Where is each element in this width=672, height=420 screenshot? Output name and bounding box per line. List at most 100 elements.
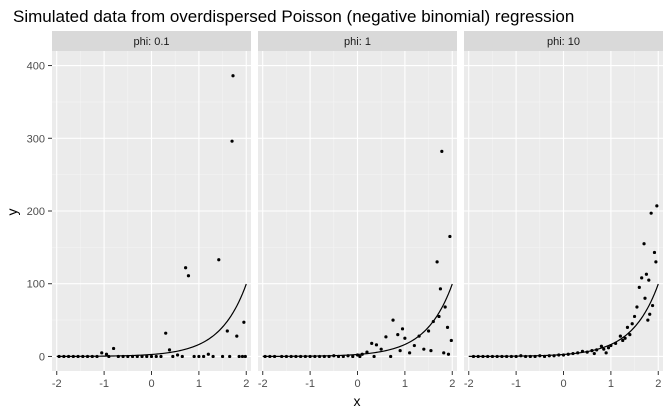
- x-tick-label: 1: [608, 378, 614, 390]
- data-point: [412, 343, 416, 348]
- data-point: [648, 312, 652, 316]
- data-point: [437, 314, 441, 319]
- data-point: [438, 287, 443, 291]
- data-point: [422, 347, 426, 351]
- data-point: [654, 260, 658, 264]
- data-point: [649, 211, 653, 215]
- facet-strip: [258, 31, 457, 51]
- data-point: [206, 352, 210, 356]
- data-point: [159, 354, 163, 359]
- data-point: [396, 333, 400, 337]
- data-point: [228, 354, 232, 359]
- facet-strip-label: phi: 0.1: [133, 36, 169, 48]
- data-point: [618, 334, 622, 338]
- data-point: [220, 354, 225, 359]
- data-point: [445, 325, 450, 329]
- data-point: [180, 354, 184, 359]
- data-point: [408, 351, 412, 355]
- x-tick-label: -2: [464, 378, 474, 390]
- data-point: [398, 349, 402, 353]
- data-point: [217, 258, 221, 262]
- data-point: [442, 351, 446, 355]
- y-tick-label: 300: [27, 133, 45, 145]
- data-point: [391, 318, 395, 322]
- data-point: [230, 139, 234, 143]
- data-point: [100, 351, 104, 355]
- data-point: [440, 149, 444, 153]
- data-point: [145, 354, 149, 359]
- data-point: [429, 349, 433, 353]
- data-point: [655, 204, 659, 208]
- x-tick-label: 2: [243, 378, 249, 390]
- data-point: [243, 354, 247, 359]
- x-tick-label: -2: [52, 378, 62, 390]
- x-tick-label: 1: [402, 378, 408, 390]
- data-point: [443, 305, 447, 309]
- facet-panel: phi: 1 -2 -1 0 1 2: [258, 31, 457, 390]
- facet-panel: phi: 0.1 -2 -1 0 1 2: [52, 31, 251, 390]
- data-point: [646, 318, 650, 322]
- data-point: [642, 242, 646, 246]
- x-tick-label: 2: [449, 378, 455, 390]
- data-point: [635, 305, 639, 309]
- data-point: [643, 296, 647, 300]
- data-point: [225, 329, 229, 333]
- data-point: [623, 336, 627, 340]
- x-tick-label: -1: [305, 378, 315, 390]
- facet-strip-label: phi: 1: [344, 36, 371, 48]
- data-point: [171, 354, 175, 359]
- data-point: [628, 333, 632, 337]
- y-tick-label: 100: [27, 279, 45, 291]
- data-point: [652, 250, 657, 255]
- x-tick-label: -1: [99, 378, 109, 390]
- data-point: [104, 352, 109, 356]
- data-point: [374, 343, 379, 347]
- x-tick-label: 0: [354, 378, 360, 390]
- data-point: [650, 303, 655, 308]
- data-point: [231, 74, 235, 78]
- facet-strip-label: phi: 10: [547, 36, 580, 48]
- data-point: [604, 351, 608, 355]
- data-point: [197, 354, 201, 359]
- data-point: [632, 314, 637, 319]
- data-point: [637, 285, 641, 289]
- data-point: [389, 354, 393, 359]
- data-point: [606, 346, 611, 350]
- data-point: [184, 266, 188, 270]
- x-tick-label: 0: [148, 378, 154, 390]
- data-point: [111, 346, 116, 351]
- data-point: [154, 354, 158, 359]
- data-point: [240, 354, 245, 359]
- data-point: [365, 350, 369, 354]
- data-point: [384, 335, 388, 339]
- data-point: [599, 344, 604, 348]
- fitted-curve: [56, 283, 247, 357]
- data-point: [372, 354, 376, 359]
- data-point: [400, 327, 405, 331]
- data-point: [644, 272, 649, 276]
- data-point: [630, 322, 634, 326]
- y-tick-label: 0: [39, 351, 45, 363]
- data-point: [403, 336, 407, 340]
- facet-panel: phi: 10 -2 -1 0 1 2: [464, 31, 663, 390]
- x-tick-label: -2: [258, 378, 268, 390]
- data-point: [602, 347, 606, 351]
- y-tick-label: 400: [27, 61, 45, 73]
- data-point: [192, 354, 196, 359]
- data-point: [592, 351, 596, 356]
- data-point: [379, 347, 383, 351]
- data-point: [449, 338, 453, 343]
- facet-strip: [464, 31, 663, 51]
- data-point: [186, 274, 191, 278]
- facets-layer: 0 100 200 300 400 phi: 0.1 -2 -1 0 1 2 phi: 1 -2 -1 0 1…: [27, 31, 663, 390]
- chart-title: Simulated data from overdispersed Poisso…: [13, 7, 574, 26]
- data-point: [435, 260, 439, 264]
- data-point: [149, 354, 154, 359]
- facet-strip: [52, 31, 251, 51]
- data-point: [237, 354, 241, 359]
- fitted-curve: [262, 283, 453, 357]
- data-point: [640, 276, 644, 280]
- data-point: [358, 354, 362, 359]
